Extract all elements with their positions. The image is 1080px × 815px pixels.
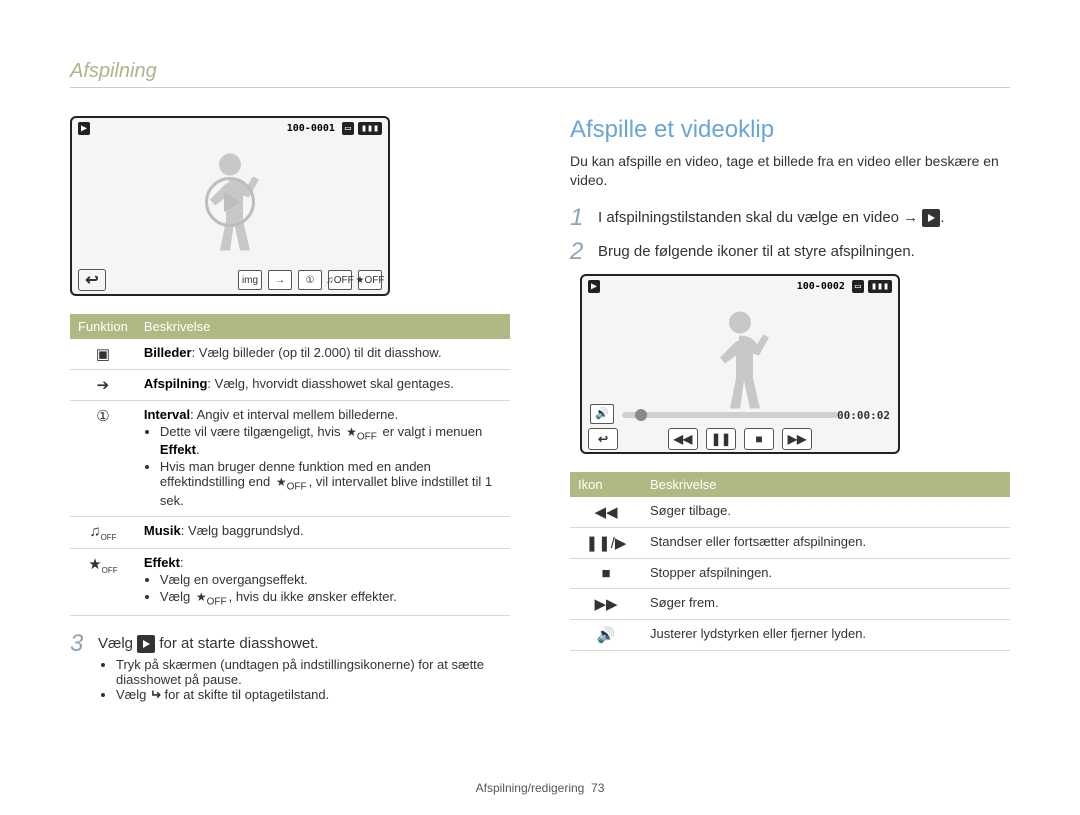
interval-icon[interactable]: ①	[298, 270, 322, 290]
step-2: 2 Brug de følgende ikoner til at styre a…	[570, 240, 1010, 264]
function-table: Funktion Beskrivelse ▣ Billeder: Vælg bi…	[70, 314, 510, 616]
battery-icon: ▮▮▮	[868, 280, 892, 293]
video-screen: ▶ 100-0002 ▭ ▮▮▮ 🔊 00:00:02 ↩ ◀◀ ❚❚ ■ ▶▶	[580, 274, 900, 454]
repeat-func-icon: ➔	[70, 370, 136, 401]
effect-func-icon: ★OFF	[70, 548, 136, 615]
label: Billeder	[144, 345, 192, 360]
forward-icon: ▶▶	[570, 588, 642, 619]
step-text: Vælg	[98, 635, 137, 652]
interval-func-icon: ①	[70, 401, 136, 517]
forward-button[interactable]: ▶▶	[782, 428, 812, 450]
step-1: 1 I afspilningstilstanden skal du vælge …	[570, 206, 1010, 230]
table-row: ① Interval: Angiv et interval mellem bil…	[70, 401, 510, 517]
text: :	[180, 555, 184, 570]
battery-icon: ▮▮▮	[358, 122, 382, 135]
th-icon: Ikon	[570, 472, 642, 497]
playback-mode-icon: ▶	[588, 280, 600, 293]
step3-bullet-2: Vælg ↵ for at skifte til optagetilstand.	[116, 687, 510, 703]
slideshow-screen: ▶ 100-0001 ▭ ▮▮▮ ↩ img → ① ♫OFF ★OFF	[70, 116, 390, 296]
step-number: 2	[570, 240, 588, 264]
progress-bar[interactable]	[622, 412, 838, 418]
step-text: for at starte diasshowet.	[159, 635, 318, 652]
music-func-icon: ♫OFF	[70, 516, 136, 548]
volume-icon[interactable]: 🔊	[590, 404, 614, 424]
desc: Søger tilbage.	[642, 497, 1010, 528]
music-off-icon[interactable]: ♫OFF	[328, 270, 352, 290]
table-row: ◀◀ Søger tilbage.	[570, 497, 1010, 528]
label: Effekt	[144, 555, 180, 570]
left-column: ▶ 100-0001 ▭ ▮▮▮ ↩ img → ① ♫OFF ★OFF	[70, 116, 510, 713]
th-description: Beskrivelse	[642, 472, 1010, 497]
interval-note-2: Hvis man bruger denne funktion med en an…	[160, 459, 502, 507]
label: Interval	[144, 407, 190, 422]
step-number: 1	[570, 206, 588, 230]
right-column: Afspille et videoklip Du kan afspille en…	[570, 116, 1010, 713]
table-row: ■ Stopper afspilningen.	[570, 558, 1010, 588]
step-number: 3	[70, 632, 88, 703]
desc: Søger frem.	[642, 588, 1010, 619]
step3-bullet-1: Tryk på skærmen (undtagen på indstilling…	[116, 657, 510, 687]
text: : Angiv et interval mellem billederne.	[190, 407, 398, 422]
th-description: Beskrivelse	[136, 314, 510, 339]
table-row: ★OFF Effekt: Vælg en overgangseffekt. Væ…	[70, 548, 510, 615]
volume-icon: 🔊	[570, 619, 642, 650]
icon-table: Ikon Beskrivelse ◀◀ Søger tilbage. ❚❚/▶ …	[570, 472, 1010, 651]
step-text: Brug de følgende ikoner til at styre afs…	[598, 240, 915, 264]
stop-icon: ■	[570, 558, 642, 588]
label: Musik	[144, 523, 181, 538]
effect-note-2: Vælg ★OFF, hvis du ikke ønsker effekter.	[160, 589, 502, 607]
text: : Vælg baggrundslyd.	[181, 523, 304, 538]
file-counter: 100-0001	[284, 122, 338, 135]
effect-off-inline-icon: ★OFF	[194, 590, 229, 604]
file-counter: 100-0002	[794, 280, 848, 293]
table-row: ➔ Afspilning: Vælg, hvorvidt diasshowet …	[70, 370, 510, 401]
progress-knob[interactable]	[635, 409, 647, 421]
play-icon	[922, 209, 940, 227]
playback-mode-icon: ▶	[78, 122, 90, 135]
repeat-icon[interactable]: →	[268, 270, 292, 290]
silhouette-image	[705, 303, 775, 413]
images-func-icon: ▣	[70, 339, 136, 370]
play-overlay-icon[interactable]	[205, 177, 255, 227]
effect-off-inline-icon: ★OFF	[274, 475, 309, 489]
desc: Justerer lydstyrken eller fjerner lyden.	[642, 619, 1010, 650]
table-row: ▶▶ Søger frem.	[570, 588, 1010, 619]
page-footer: Afspilning/redigering 73	[0, 781, 1080, 795]
effect-off-icon[interactable]: ★OFF	[358, 270, 382, 290]
desc: Standser eller fortsætter afspilningen.	[642, 527, 1010, 558]
images-icon[interactable]: img	[238, 270, 262, 290]
interval-note-1: Dette vil være tilgængeligt, hvis ★OFF e…	[160, 424, 502, 457]
intro-text: Du kan afspille en video, tage et billed…	[570, 152, 1010, 190]
th-function: Funktion	[70, 314, 136, 339]
text: : Vælg, hvorvidt diasshowet skal gentage…	[207, 376, 453, 391]
section-title: Afspille et videoklip	[570, 116, 1010, 144]
text: : Vælg billeder (op til 2.000) til dit d…	[192, 345, 442, 360]
stop-button[interactable]: ■	[744, 428, 774, 450]
pause-play-icon: ❚❚/▶	[570, 527, 642, 558]
effect-note-1: Vælg en overgangseffekt.	[160, 572, 502, 587]
return-icon: ↵	[150, 687, 161, 703]
table-row: ▣ Billeder: Vælg billeder (op til 2.000)…	[70, 339, 510, 370]
step-text: .	[940, 209, 944, 226]
table-row: ♫OFF Musik: Vælg baggrundslyd.	[70, 516, 510, 548]
pause-button[interactable]: ❚❚	[706, 428, 736, 450]
memory-icon: ▭	[342, 122, 354, 135]
step-text: I afspilningstilstanden skal du vælge en…	[598, 209, 922, 226]
back-button[interactable]: ↩	[78, 269, 106, 291]
play-icon	[137, 635, 155, 653]
label: Afspilning	[144, 376, 208, 391]
step-3: 3 Vælg for at starte diasshowet. Tryk på…	[70, 632, 510, 703]
rewind-button[interactable]: ◀◀	[668, 428, 698, 450]
desc: Stopper afspilningen.	[642, 558, 1010, 588]
page-header: Afspilning	[70, 60, 1010, 88]
memory-icon: ▭	[852, 280, 864, 293]
table-row: 🔊 Justerer lydstyrken eller fjerner lyde…	[570, 619, 1010, 650]
rewind-icon: ◀◀	[570, 497, 642, 528]
table-row: ❚❚/▶ Standser eller fortsætter afspilnin…	[570, 527, 1010, 558]
effect-off-inline-icon: ★OFF	[344, 425, 379, 439]
elapsed-time: 00:00:02	[837, 409, 890, 422]
